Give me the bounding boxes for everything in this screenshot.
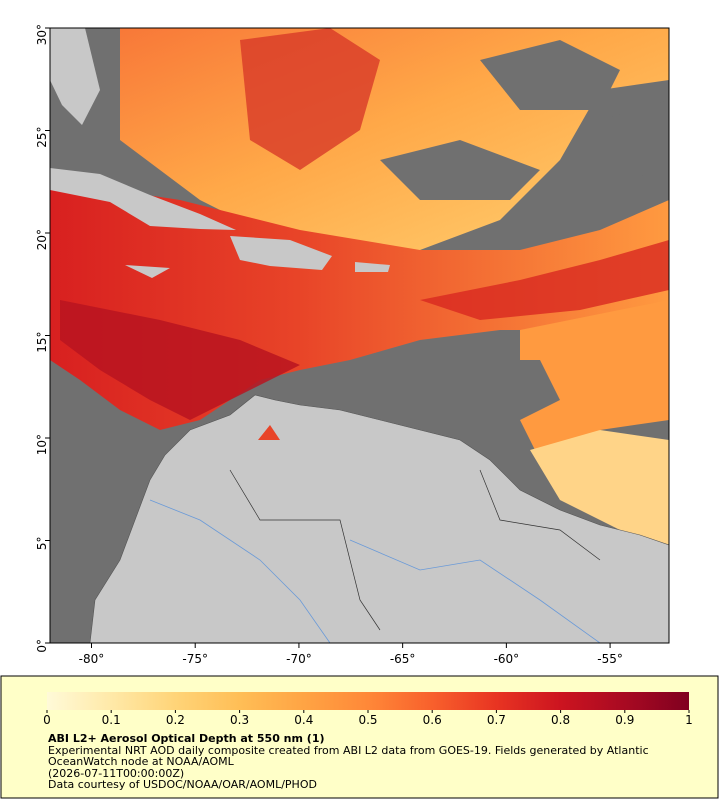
y-tick-label: 15° bbox=[35, 332, 49, 353]
aerosol-field bbox=[520, 300, 669, 460]
colorbar-tick-label: 0.1 bbox=[102, 713, 121, 727]
caption-credit: Data courtesy of USDOC/NOAA/OAR/AOML/PHO… bbox=[48, 778, 317, 791]
caption: ABI L2+ Aerosol Optical Depth at 550 nm … bbox=[48, 733, 688, 791]
x-tick-label: -55° bbox=[597, 652, 623, 666]
aerosol-field bbox=[60, 300, 300, 420]
border bbox=[479, 469, 601, 561]
no-data-patch bbox=[480, 40, 620, 110]
colorbar-tick-label: 1 bbox=[685, 713, 693, 727]
aerosol-field bbox=[258, 425, 280, 440]
colorbar-tick-label: 0.2 bbox=[166, 713, 185, 727]
no-data-patch bbox=[430, 360, 560, 420]
colorbar-ticks: 0 0.1 0.2 0.3 0.4 0.5 0.6 0.7 0.8 0.9 1 bbox=[43, 710, 693, 727]
river bbox=[149, 499, 331, 643]
aerosol-field bbox=[530, 430, 669, 545]
colorbar-tick-label: 0.3 bbox=[230, 713, 249, 727]
x-tick-label: -65° bbox=[390, 652, 416, 666]
florida bbox=[50, 28, 100, 125]
river bbox=[349, 539, 601, 643]
map-area bbox=[50, 28, 669, 643]
colorbar-tick-label: 0.7 bbox=[487, 713, 506, 727]
no-data-patch bbox=[380, 140, 540, 200]
colorbar-tick-label: 0.5 bbox=[358, 713, 377, 727]
colorbar-tick-label: 0.9 bbox=[615, 713, 634, 727]
aerosol-field bbox=[240, 28, 380, 170]
x-tick-label: -80° bbox=[79, 652, 105, 666]
no-data-patch bbox=[600, 100, 669, 180]
colorbar bbox=[47, 692, 689, 710]
colorbar-tick-label: 0.4 bbox=[294, 713, 313, 727]
border bbox=[229, 469, 381, 631]
caption-title: ABI L2+ Aerosol Optical Depth at 550 nm … bbox=[48, 732, 325, 745]
south-america bbox=[50, 394, 669, 643]
hispaniola bbox=[230, 236, 332, 270]
y-tick-label: 0° bbox=[35, 639, 49, 653]
caption-timestamp: (2026-07-11T00:00:00Z) bbox=[48, 766, 185, 780]
cuba bbox=[50, 168, 236, 230]
puerto-rico bbox=[355, 262, 390, 272]
x-tick-label: -75° bbox=[182, 652, 208, 666]
colorbar-tick-label: 0 bbox=[43, 713, 51, 727]
x-tick-label: -70° bbox=[286, 652, 312, 666]
colorbar-tick-label: 0.8 bbox=[551, 713, 570, 727]
aerosol-field bbox=[420, 240, 669, 320]
y-tick-label: 20° bbox=[35, 229, 49, 250]
y-tick-label: 25° bbox=[35, 127, 49, 148]
x-tick-label: -60° bbox=[494, 652, 520, 666]
jamaica bbox=[125, 265, 170, 278]
axis-ticks: -80° -75° -70° -65° -60° -55° 0° 5° 10° 15° 20° 25°… bbox=[35, 24, 623, 666]
colorbar-tick-label: 0.6 bbox=[423, 713, 442, 727]
y-tick-label: 10° bbox=[35, 434, 49, 455]
y-tick-label: 30° bbox=[35, 24, 49, 45]
caption-description: Experimental NRT AOD daily composite cre… bbox=[48, 743, 649, 768]
y-tick-label: 5° bbox=[35, 537, 49, 551]
